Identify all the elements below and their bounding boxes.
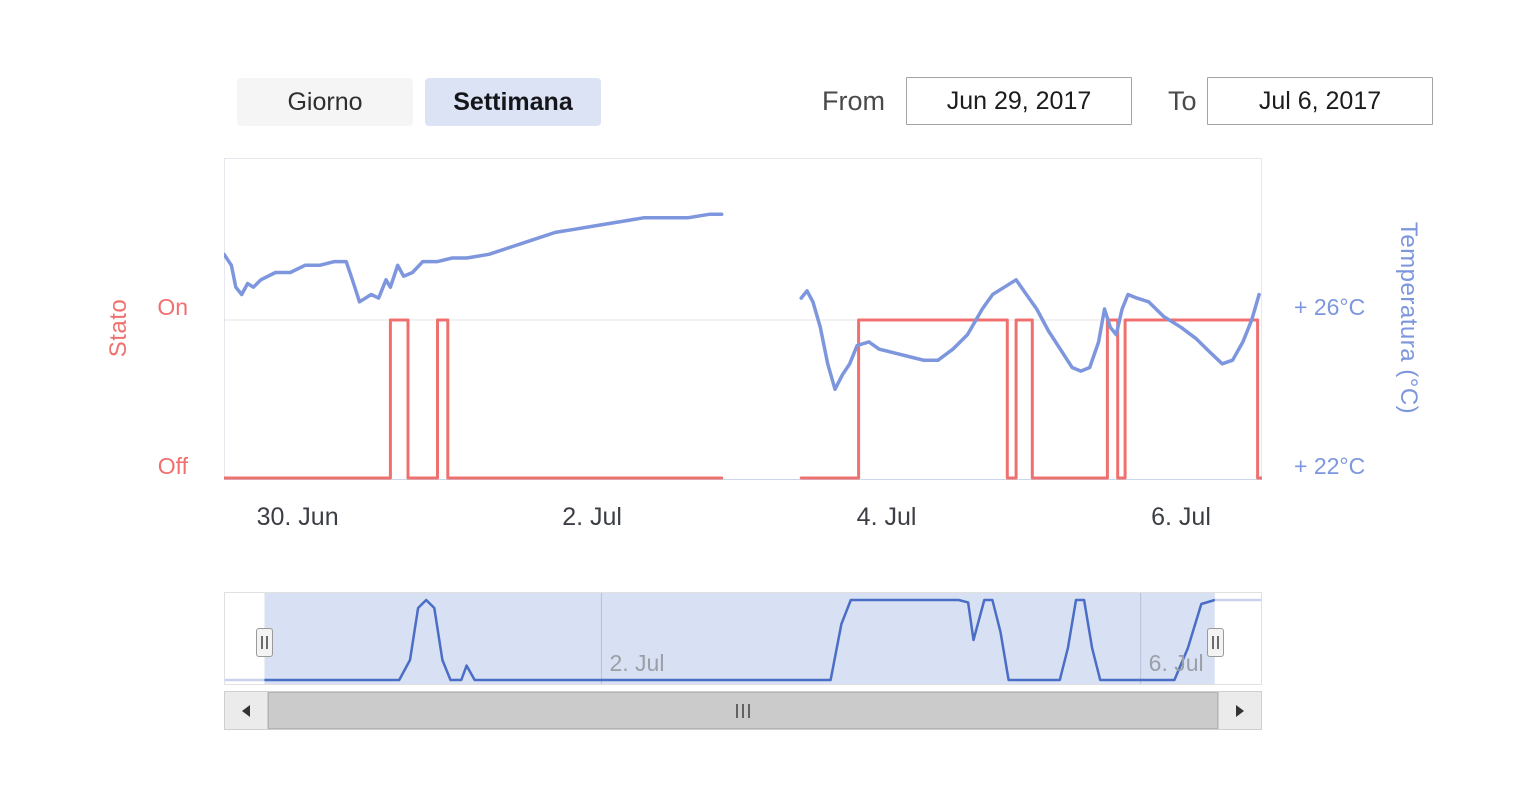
navigator-left-handle[interactable] xyxy=(256,628,274,657)
from-label: From xyxy=(822,86,885,116)
navigator-series-line xyxy=(224,598,1262,682)
range-button-settimana[interactable]: Settimana xyxy=(425,78,601,126)
stato-series-line xyxy=(224,318,724,480)
navigator-svg xyxy=(224,592,1262,685)
navigator[interactable] xyxy=(224,592,1262,685)
y-tick-26c: + 26°C xyxy=(1294,294,1366,320)
to-label: To xyxy=(1168,86,1197,116)
y-tick-22c: + 22°C xyxy=(1294,453,1366,479)
x-axis-label: 2. Jul xyxy=(562,503,622,531)
x-axis-label: 6. Jul xyxy=(1151,503,1211,531)
x-axis-label: 30. Jun xyxy=(256,503,339,531)
scrollbar-left-button[interactable] xyxy=(225,692,268,729)
scrollbar-right-button[interactable] xyxy=(1218,692,1261,729)
y-axis-right-title: Temperatura (°C) xyxy=(1395,221,1422,415)
navigator-selection[interactable] xyxy=(264,592,1215,685)
scrollbar-grip-icon xyxy=(736,703,738,718)
scrollbar-thumb[interactable] xyxy=(268,692,1218,729)
navigator-border xyxy=(224,592,1262,685)
main-chart-plot-area[interactable] xyxy=(224,158,1262,480)
temperatura-series-line xyxy=(799,278,1261,392)
to-date-input[interactable] xyxy=(1207,77,1433,125)
y-tick-on: On xyxy=(157,294,188,320)
temperatura-series-line xyxy=(224,212,724,304)
from-date-input[interactable] xyxy=(906,77,1132,125)
y-tick-off: Off xyxy=(157,453,188,479)
main-chart-svg xyxy=(224,158,1262,480)
range-button-giorno[interactable]: Giorno xyxy=(237,78,413,126)
scrollbar[interactable] xyxy=(224,691,1262,730)
stato-series-line xyxy=(799,318,1262,480)
arrow-left-icon xyxy=(242,704,250,717)
navigator-right-handle[interactable] xyxy=(1206,628,1224,657)
arrow-right-icon xyxy=(1236,704,1244,717)
x-axis-label: 4. Jul xyxy=(856,503,917,531)
